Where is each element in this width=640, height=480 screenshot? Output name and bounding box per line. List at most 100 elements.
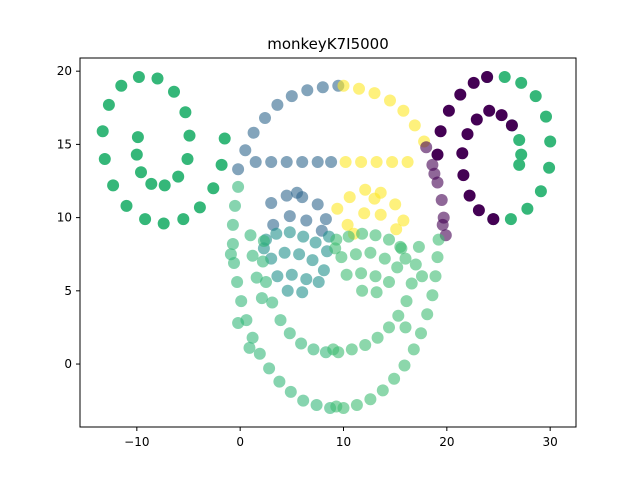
- data-point: [179, 106, 192, 119]
- data-point: [495, 109, 508, 122]
- data-point: [359, 339, 372, 351]
- data-point: [283, 226, 296, 239]
- data-point: [281, 284, 294, 297]
- y-tick-label: 0: [64, 357, 72, 371]
- data-point: [301, 84, 314, 97]
- data-point: [515, 76, 528, 89]
- data-point: [442, 104, 455, 117]
- data-point: [395, 242, 408, 255]
- data-point: [383, 276, 395, 288]
- data-point: [386, 156, 399, 168]
- data-point: [399, 321, 412, 334]
- y-tick-label: 5: [64, 284, 72, 298]
- x-tick-label: −10: [124, 435, 149, 449]
- data-point: [246, 249, 259, 262]
- data-point: [368, 192, 381, 205]
- data-point: [316, 81, 329, 94]
- data-point: [218, 132, 231, 145]
- data-point: [297, 394, 310, 407]
- data-point: [398, 359, 411, 372]
- data-point: [343, 191, 356, 204]
- data-point: [274, 314, 287, 327]
- data-point: [378, 252, 391, 265]
- data-point: [193, 201, 206, 214]
- data-point: [420, 141, 433, 154]
- data-point: [505, 119, 518, 132]
- data-point: [329, 242, 342, 255]
- data-point: [454, 88, 467, 101]
- x-tick-label: 20: [439, 435, 454, 449]
- data-point: [331, 202, 344, 215]
- data-point: [235, 295, 248, 308]
- x-tick-label: 10: [336, 435, 351, 449]
- series-7: [224, 180, 337, 414]
- data-point: [260, 276, 272, 288]
- data-point: [246, 331, 259, 344]
- data-point: [96, 125, 109, 138]
- data-point: [409, 258, 422, 271]
- series-0: [96, 71, 557, 230]
- data-point: [335, 251, 348, 264]
- data-point: [300, 214, 313, 227]
- data-point: [457, 169, 470, 182]
- data-point: [158, 179, 171, 192]
- data-point: [374, 208, 387, 221]
- data-point: [271, 270, 284, 283]
- data-point: [115, 79, 128, 92]
- data-point: [285, 90, 298, 103]
- data-point: [428, 167, 441, 180]
- data-point: [239, 144, 252, 157]
- data-point: [359, 183, 372, 196]
- data-point: [226, 218, 239, 231]
- data-point: [544, 135, 557, 148]
- data-point: [534, 185, 547, 198]
- data-point: [215, 158, 228, 171]
- data-point: [467, 76, 480, 89]
- data-point: [253, 347, 266, 360]
- y-axis: 0 5 10 15 20: [57, 64, 80, 371]
- data-point: [327, 343, 340, 356]
- data-point: [284, 385, 297, 398]
- data-point: [207, 182, 220, 195]
- y-tick-label: 20: [57, 64, 72, 78]
- data-point: [388, 372, 401, 385]
- data-point: [172, 170, 185, 183]
- data-point: [317, 264, 330, 277]
- data-point: [483, 104, 496, 117]
- data-point: [504, 213, 517, 226]
- data-point: [368, 87, 381, 100]
- data-point: [270, 227, 283, 240]
- data-point: [280, 156, 293, 168]
- data-point: [463, 189, 476, 202]
- data-point: [340, 268, 353, 281]
- data-point: [131, 131, 144, 144]
- data-point: [330, 233, 343, 246]
- data-point: [280, 189, 293, 202]
- points-layer: [96, 71, 557, 414]
- data-point: [392, 309, 405, 322]
- series-6: [329, 227, 412, 299]
- data-point: [498, 71, 511, 83]
- data-point: [102, 98, 115, 111]
- data-point: [421, 308, 434, 321]
- data-point: [255, 292, 268, 305]
- data-point: [311, 156, 324, 168]
- data-point: [157, 217, 170, 230]
- data-point: [513, 158, 526, 171]
- series-3: [331, 79, 431, 240]
- data-point: [307, 343, 320, 356]
- data-point: [383, 321, 395, 334]
- data-point: [390, 223, 403, 236]
- data-point: [341, 218, 354, 231]
- data-point: [339, 156, 352, 168]
- data-point: [355, 156, 368, 168]
- data-point: [177, 213, 190, 226]
- data-point: [407, 343, 420, 356]
- data-point: [249, 156, 262, 168]
- data-point: [283, 327, 296, 340]
- data-point: [256, 255, 269, 268]
- data-point: [389, 198, 402, 211]
- data-point: [224, 248, 237, 261]
- data-point: [397, 214, 410, 227]
